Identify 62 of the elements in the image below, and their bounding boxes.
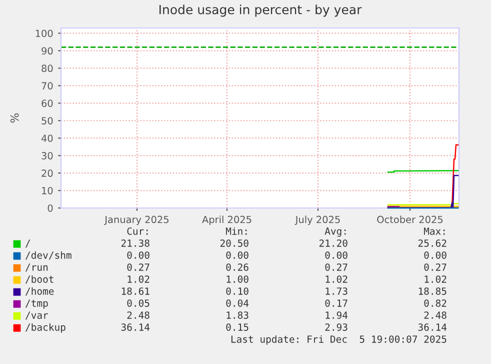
text: 0.00 — [127, 251, 150, 259]
text: 0.17 — [325, 299, 348, 307]
text: 0.27 — [424, 263, 446, 271]
y-tick-label: 80 — [42, 64, 53, 72]
text: 0.04 — [226, 299, 249, 307]
x-tick-label: July 2025 — [294, 216, 340, 226]
text: 25.62 — [418, 239, 446, 247]
y-tick-label: 20 — [42, 170, 53, 177]
text: Cur: — [127, 227, 148, 235]
text: 2.48 — [424, 311, 446, 319]
text: 1.73 — [326, 287, 348, 295]
text: Avg: — [324, 228, 346, 237]
x-tick-label: April 2025 — [202, 216, 252, 226]
legend-label: /backup — [25, 323, 66, 333]
text: 0.00 — [424, 251, 446, 259]
y-tick-label: 90 — [42, 47, 53, 55]
legend-label: /boot — [25, 275, 54, 284]
text: 2.48 — [127, 311, 150, 319]
text: Min: — [226, 227, 247, 235]
text: Last update: Fri Dec 5 19:00:07 2025 — [231, 335, 446, 345]
text: 1.02 — [326, 275, 348, 283]
x-tick-label: January 2025 — [104, 216, 168, 226]
text: 0.27 — [127, 263, 150, 271]
y-tick-label: 50 — [42, 117, 53, 124]
text: 0.15 — [226, 323, 248, 331]
text: 20.50 — [220, 239, 248, 247]
text: 1.00 — [226, 275, 248, 283]
text: 36.14 — [418, 323, 447, 331]
y-tick-label: 40 — [41, 134, 53, 142]
text: 0.10 — [226, 287, 248, 295]
text: 18.61 — [122, 287, 150, 295]
x-tick-label: October 2025 — [377, 216, 443, 224]
text: 1.83 — [226, 311, 248, 319]
y-axis-title: % — [10, 113, 19, 123]
text: 0.00 — [226, 251, 248, 259]
text: 2.93 — [325, 323, 348, 331]
legend-label: /var — [25, 312, 48, 320]
text: 1.02 — [128, 275, 150, 283]
text: 0.00 — [325, 251, 348, 259]
text: 0.26 — [226, 263, 248, 271]
text: 21.38 — [121, 239, 150, 247]
legend-label: /dev/shm — [25, 251, 72, 260]
legend-label: /home — [25, 287, 54, 296]
text: 0.82 — [424, 299, 446, 307]
text: 21.20 — [319, 239, 348, 247]
y-tick-label: 70 — [42, 82, 53, 90]
y-tick-label: 0 — [48, 204, 53, 212]
text: 0.05 — [127, 299, 150, 307]
legend-label: / — [25, 240, 30, 248]
text: 36.14 — [121, 323, 150, 331]
y-tick-label: 10 — [42, 187, 53, 194]
y-tick-label: 60 — [42, 100, 53, 107]
text: 18.85 — [418, 287, 446, 295]
text: Max: — [424, 228, 445, 235]
legend-label: /tmp — [25, 300, 48, 309]
text: 0.27 — [325, 263, 348, 271]
y-tick-label: 100 — [36, 30, 53, 38]
text: 1.94 — [326, 311, 348, 319]
chart-title: Inode usage in percent - by year — [160, 4, 362, 17]
y-tick-label: 30 — [42, 152, 53, 160]
text: 1.02 — [424, 275, 446, 283]
legend-label: /run — [25, 264, 48, 272]
